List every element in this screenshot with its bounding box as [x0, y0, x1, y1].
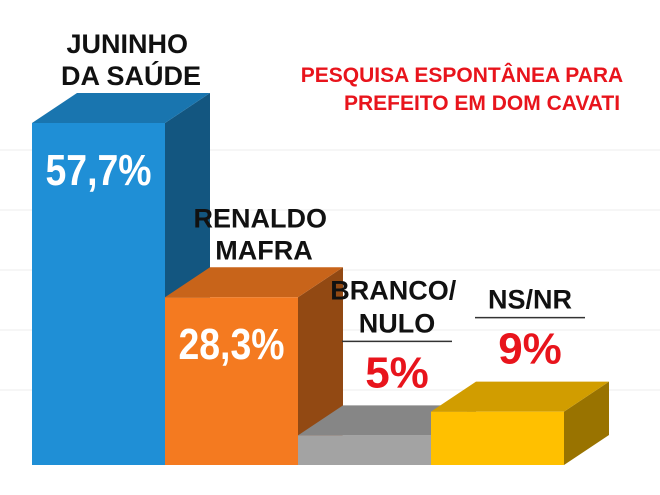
category-label: JUNINHO DA SAÚDE — [61, 29, 201, 91]
bar — [32, 123, 165, 465]
category-label: BRANCO/ NULO — [330, 275, 464, 338]
value-label: 5% — [365, 348, 429, 397]
category-label: NS/NR — [488, 285, 572, 315]
value-label: 57,7% — [45, 145, 151, 195]
bar — [165, 297, 298, 465]
bar-top — [165, 267, 343, 298]
value-label: 9% — [498, 325, 562, 374]
bar-top — [32, 93, 210, 123]
value-label: 28,3% — [178, 319, 284, 369]
chart-title: PREFEITO EM DOM CAVATI — [344, 92, 620, 115]
bar — [298, 435, 431, 465]
category-label: RENALDO MAFRA — [194, 203, 335, 265]
bar-top — [431, 381, 609, 412]
chart-title: PESQUISA ESPONTÂNEA PARA — [301, 63, 623, 87]
bar-side — [564, 381, 609, 465]
bar — [431, 411, 564, 465]
